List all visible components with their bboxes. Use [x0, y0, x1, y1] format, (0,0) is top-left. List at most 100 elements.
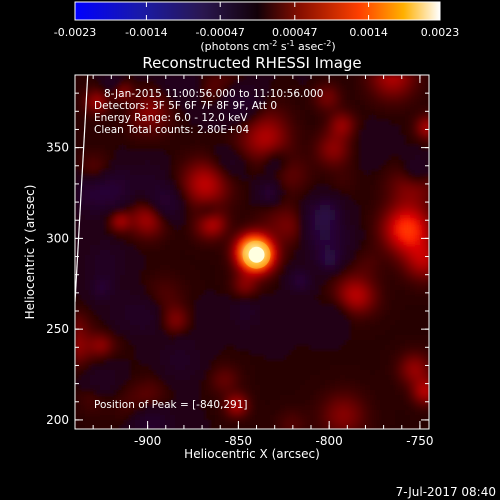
heatmap-cell	[400, 270, 406, 276]
heatmap-cell	[340, 385, 346, 391]
heatmap-cell	[155, 170, 161, 176]
heatmap-cell	[390, 285, 396, 291]
heatmap-cell	[75, 235, 81, 241]
heatmap-cell	[135, 105, 141, 111]
heatmap-cell	[140, 395, 146, 401]
heatmap-cell	[265, 290, 271, 296]
heatmap-cell	[290, 390, 296, 396]
heatmap-cell	[115, 320, 121, 326]
heatmap-cell	[295, 325, 301, 331]
heatmap-cell	[405, 400, 411, 406]
heatmap-cell	[135, 260, 141, 266]
heatmap-cell	[390, 415, 396, 421]
heatmap-cell	[85, 180, 91, 186]
heatmap-cell	[315, 180, 321, 186]
heatmap-cell	[130, 395, 136, 401]
heatmap-cell	[110, 255, 116, 261]
heatmap-cell	[260, 215, 266, 221]
heatmap-cell	[410, 180, 416, 186]
heatmap-cell	[115, 250, 121, 256]
heatmap-cell	[315, 185, 321, 191]
heatmap-cell	[420, 310, 426, 316]
heatmap-cell	[180, 405, 186, 411]
heatmap-cell	[115, 95, 121, 101]
heatmap-cell	[370, 155, 376, 161]
heatmap-cell	[370, 115, 376, 121]
heatmap-cell	[215, 235, 221, 241]
heatmap-cell	[410, 125, 416, 131]
heatmap-cell	[355, 315, 361, 321]
heatmap-cell	[265, 270, 271, 276]
heatmap-cell	[340, 270, 346, 276]
heatmap-cell	[105, 230, 111, 236]
heatmap-cell	[200, 235, 206, 241]
heatmap-cell	[165, 85, 171, 91]
heatmap-cell	[420, 315, 426, 321]
heatmap-cell	[115, 305, 121, 311]
heatmap-cell	[280, 135, 286, 141]
heatmap-cell	[350, 425, 356, 429]
heatmap-cell	[380, 420, 386, 426]
heatmap-cell	[165, 270, 171, 276]
heatmap-cell	[335, 295, 341, 301]
heatmap-cell	[160, 200, 166, 206]
heatmap-cell	[145, 150, 151, 156]
heatmap-cell	[280, 355, 286, 361]
heatmap-cell	[280, 280, 286, 286]
heatmap-cell	[410, 85, 416, 91]
heatmap-cell	[80, 320, 86, 326]
heatmap-cell	[280, 165, 286, 171]
heatmap-cell	[275, 195, 281, 201]
heatmap-cell	[225, 280, 231, 286]
heatmap-cell	[260, 175, 266, 181]
heatmap-cell	[110, 220, 116, 226]
heatmap-cell	[230, 235, 236, 241]
heatmap-cell	[395, 370, 401, 376]
heatmap-cell	[175, 215, 181, 221]
heatmap-cell	[400, 195, 406, 201]
heatmap-cell	[175, 415, 181, 421]
heatmap-cell	[285, 200, 291, 206]
heatmap-cell	[305, 330, 311, 336]
heatmap-cell	[180, 125, 186, 131]
heatmap-cell	[245, 100, 251, 106]
heatmap-cell	[345, 145, 351, 151]
heatmap-cell	[320, 210, 326, 216]
heatmap-cell	[320, 270, 326, 276]
heatmap-cell	[215, 205, 221, 211]
heatmap-cell	[190, 290, 196, 296]
heatmap-cell	[255, 175, 261, 181]
heatmap-cell	[360, 290, 366, 296]
heatmap-cell	[200, 415, 206, 421]
heatmap-cell	[140, 385, 146, 391]
heatmap-cell	[125, 320, 131, 326]
heatmap-cell	[245, 125, 251, 131]
heatmap-cell	[345, 375, 351, 381]
heatmap-cell	[305, 410, 311, 416]
heatmap-cell	[225, 120, 231, 126]
heatmap-cell	[120, 160, 126, 166]
heatmap-cell	[170, 250, 176, 256]
heatmap-cell	[395, 120, 401, 126]
heatmap-cell	[190, 410, 196, 416]
heatmap-cell	[255, 315, 261, 321]
heatmap-cell	[165, 190, 171, 196]
heatmap-cell	[380, 355, 386, 361]
heatmap-cell	[210, 160, 216, 166]
heatmap-cell	[205, 85, 211, 91]
heatmap-cell	[350, 395, 356, 401]
heatmap-cell	[335, 370, 341, 376]
heatmap-cell	[230, 180, 236, 186]
heatmap-cell	[415, 185, 421, 191]
heatmap-cell	[225, 150, 231, 156]
heatmap-cell	[110, 410, 116, 416]
heatmap-cell	[410, 215, 416, 221]
heatmap-cell	[340, 365, 346, 371]
heatmap-cell	[160, 180, 166, 186]
heatmap-cell	[220, 175, 226, 181]
heatmap-cell	[90, 165, 96, 171]
heatmap-cell	[200, 190, 206, 196]
heatmap-cell	[330, 220, 336, 226]
heatmap-cell	[85, 410, 91, 416]
heatmap-cell	[115, 395, 121, 401]
